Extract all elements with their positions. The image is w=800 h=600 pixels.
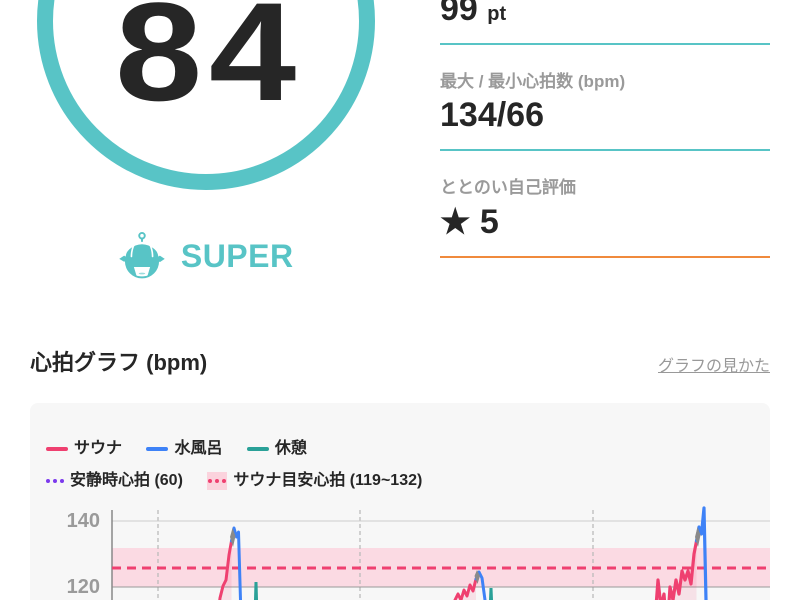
svg-text:120: 120	[67, 576, 100, 598]
svg-text:140: 140	[67, 510, 100, 532]
